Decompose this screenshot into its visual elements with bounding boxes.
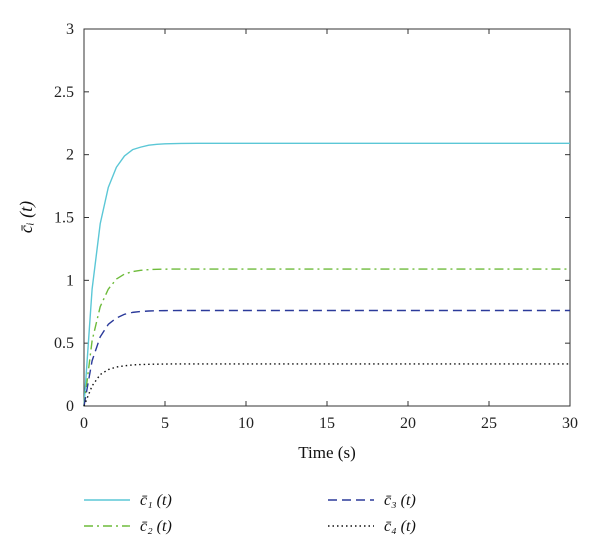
x-tick-label: 10	[238, 415, 254, 432]
y-tick-label: 0.5	[54, 335, 74, 352]
plot-frame	[83, 28, 571, 407]
y-tick-label: 1	[66, 272, 74, 289]
series-lines	[83, 142, 570, 407]
x-tick-label: 15	[319, 415, 335, 432]
legend-label-4: c̄₄ (t)	[384, 518, 416, 535]
axis-ticks: 0 5 10 15 20 25 30 0 0.5 1 1.5 2 2.5 3	[54, 21, 578, 432]
y-tick-label: 2	[66, 147, 74, 164]
legend-label-2: c̄₂ (t)	[140, 518, 172, 535]
x-tick-label: 25	[481, 415, 497, 432]
legend: c̄₁ (t) c̄₂ (t) c̄₃ (t) c̄₄ (t)	[84, 492, 416, 535]
x-axis-title: Time (s)	[298, 443, 355, 462]
legend-label-3: c̄₃ (t)	[384, 492, 416, 509]
y-tick-label: 2.5	[54, 84, 74, 101]
x-tick-label: 5	[161, 415, 169, 432]
y-tick-label: 0	[66, 398, 74, 415]
series-line-2	[83, 268, 570, 407]
y-axis-title: c̄ᵢ (t)	[16, 201, 37, 233]
series-line-1	[83, 142, 570, 407]
y-tick-label: 1.5	[54, 210, 74, 227]
series-line-4	[83, 363, 570, 407]
y-tick-label: 3	[66, 21, 74, 38]
x-tick-label: 30	[562, 415, 578, 432]
legend-label-1: c̄₁ (t)	[140, 492, 172, 509]
x-tick-label: 0	[80, 415, 88, 432]
series-line-3	[83, 309, 570, 407]
x-tick-label: 20	[400, 415, 416, 432]
